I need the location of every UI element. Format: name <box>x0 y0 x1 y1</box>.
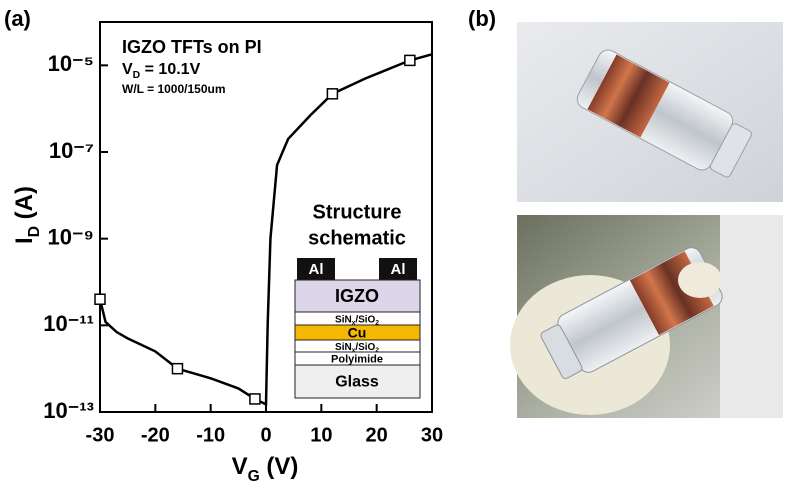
annotation: VD = 10.1V <box>122 61 201 81</box>
x-axis-label-part: (V) <box>260 453 299 480</box>
y-tick-label: 10⁻¹³ <box>43 398 94 423</box>
y-axis-label-part: D <box>26 226 43 237</box>
schematic-title: schematic <box>308 227 406 249</box>
contact-label: Al <box>391 261 406 278</box>
annotation-part: D <box>133 70 141 81</box>
panel-label: (a) <box>4 6 31 31</box>
layer-label-part: x <box>352 320 356 327</box>
layer-label: SiNx/SiO2 <box>335 342 379 355</box>
schematic-title: Structure <box>313 201 402 223</box>
photo-top <box>517 22 783 202</box>
x-axis-label-part: V <box>232 453 248 480</box>
annotation-part: W/L = 1000/150um <box>122 82 226 96</box>
layer-label-part: /SiO <box>355 314 375 325</box>
y-tick-label: 10⁻⁹ <box>47 224 94 249</box>
x-tick-label: -10 <box>196 424 225 446</box>
data-marker <box>404 54 416 67</box>
y-axis-label: ID (A) <box>11 186 42 244</box>
annotation-part: = 10.1V <box>140 61 200 78</box>
x-axis-label: VG (V) <box>232 453 299 484</box>
layer <box>294 279 421 313</box>
layer-label-part: 2 <box>375 320 379 327</box>
layer-label: IGZO <box>335 286 379 306</box>
chart: -30 -20 -10 0 10 20 3010⁻¹³10⁻¹¹10⁻⁹10⁻⁷10⁻⁵VG… <box>11 21 443 485</box>
y-tick-label: 10⁻⁷ <box>49 138 94 163</box>
layer-label: Polyimide <box>331 353 383 365</box>
contact <box>379 258 417 280</box>
layer-label-part: SiN <box>335 342 352 353</box>
y-axis-label-part: I <box>11 237 38 244</box>
y-axis-label-part: (A) <box>11 186 38 226</box>
x-tick-label: -30 <box>86 424 115 446</box>
annotation-part: V <box>122 61 133 78</box>
data-marker <box>171 362 184 375</box>
contact-label: Al <box>309 261 324 278</box>
layer-label: Glass <box>335 374 379 391</box>
panel-label: (b) <box>468 6 496 31</box>
data-marker <box>94 293 106 305</box>
x-tick-label: 10 <box>310 424 332 446</box>
layer <box>294 364 421 399</box>
contact <box>297 258 335 280</box>
layer-label-part: IGZO <box>335 286 379 306</box>
layer-label-part: SiN <box>335 314 352 325</box>
x-tick-label: 30 <box>421 424 443 446</box>
annotation: IGZO TFTs on PI <box>122 37 262 57</box>
data-marker <box>249 393 261 405</box>
y-tick-label: 10⁻⁵ <box>48 51 94 76</box>
layer-label-part: 2 <box>375 347 379 354</box>
layer-label: Cu <box>348 324 367 340</box>
x-axis-label-part: G <box>248 468 260 485</box>
annotation: W/L = 1000/150um <box>122 82 226 96</box>
photo-bottom <box>510 215 783 418</box>
y-tick-label: 10⁻¹¹ <box>43 311 94 336</box>
layer-label: SiNx/SiO2 <box>335 314 379 327</box>
x-tick-label: -20 <box>141 424 170 446</box>
layer-label-part: x <box>352 347 356 354</box>
x-tick-label: 20 <box>366 424 388 446</box>
layer-label-part: Polyimide <box>331 353 383 365</box>
layer-label-part: Glass <box>335 374 379 391</box>
layer-label-part: /SiO <box>355 342 375 353</box>
x-tick-label: 0 <box>260 424 271 446</box>
data-marker <box>326 88 339 100</box>
annotation-part: IGZO TFTs on PI <box>122 37 262 57</box>
layer-label-part: Cu <box>348 324 367 340</box>
